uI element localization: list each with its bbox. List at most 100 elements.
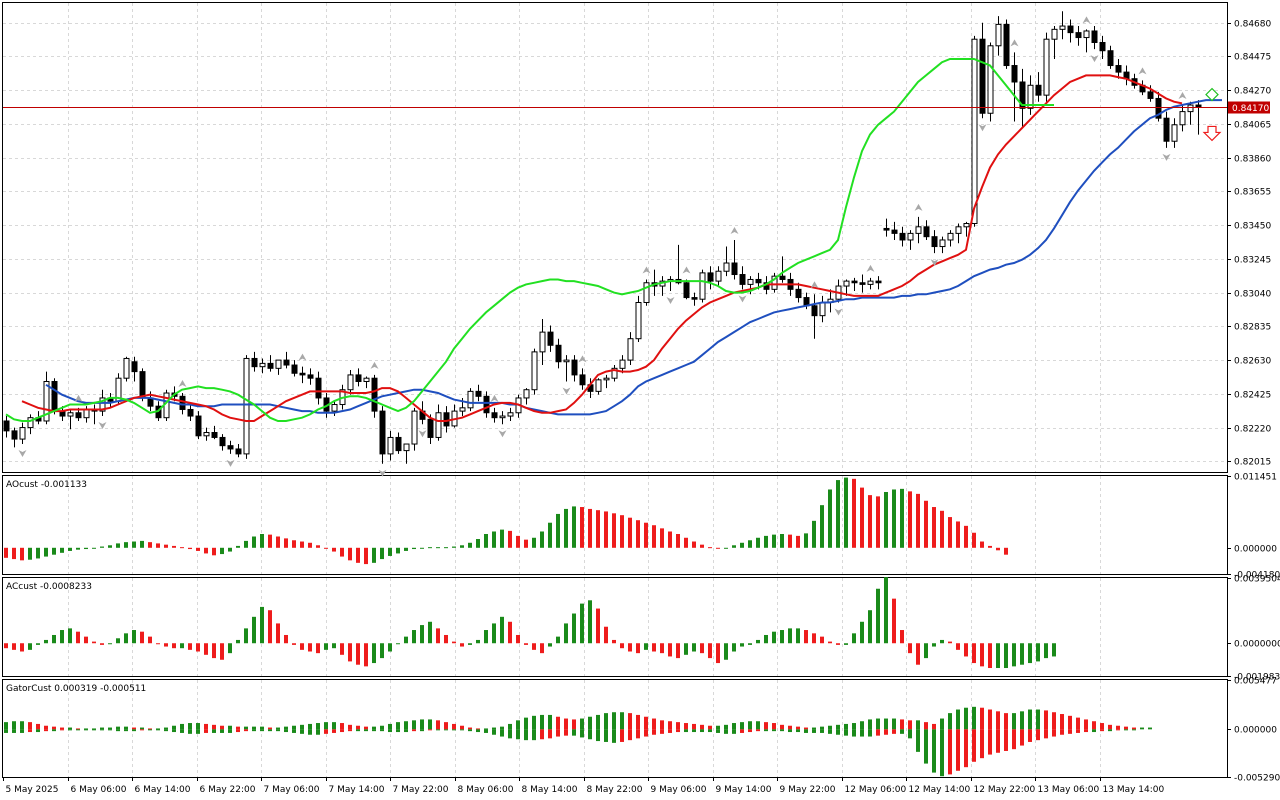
candle-body-bear <box>131 361 138 373</box>
candle-body-bull <box>595 379 602 392</box>
candle <box>843 279 850 296</box>
gator-upper-bar <box>620 712 624 730</box>
histogram-bar <box>644 522 648 548</box>
gator-lower-bar <box>684 729 688 733</box>
candle-body-bull <box>1171 124 1178 142</box>
histogram-bar <box>772 631 776 644</box>
y-tick-label: 0.83040 <box>1234 290 1271 300</box>
histogram-bar <box>92 641 96 644</box>
histogram-bar <box>124 633 128 644</box>
gator-lower-bar <box>708 729 712 733</box>
candle-body-bear <box>683 282 690 299</box>
histogram-bar <box>972 532 976 548</box>
histogram-bar <box>940 510 944 548</box>
histogram-bar <box>908 491 912 548</box>
gator-lower-bar <box>284 729 288 733</box>
gator-upper-bar <box>1116 725 1120 730</box>
gator-upper-bar <box>444 722 448 730</box>
histogram-bar <box>156 543 160 548</box>
gator-lower-bar <box>468 729 472 732</box>
candle <box>1107 45 1114 69</box>
histogram-bar <box>284 634 288 644</box>
gator-upper-bar <box>412 720 416 730</box>
gator-lower-bar <box>852 729 856 737</box>
gator-upper-bar <box>884 718 888 730</box>
gator-upper-bar <box>868 719 872 730</box>
gator-lower-bar <box>140 729 144 731</box>
candle-body-bull <box>995 23 1002 47</box>
gator-upper-bar <box>396 722 400 730</box>
gator-upper-bar <box>796 726 800 730</box>
candle-body-bear <box>875 280 882 284</box>
candle <box>1067 19 1074 43</box>
candle <box>1035 72 1042 102</box>
candle <box>499 411 506 425</box>
gator-upper-bar <box>588 716 592 730</box>
histogram-bar <box>852 633 856 644</box>
candle-body-bear <box>979 38 986 114</box>
candle-body-bear <box>1091 30 1098 43</box>
histogram-bar <box>604 511 608 548</box>
histogram-bar <box>996 643 1000 669</box>
y-tick-label: 0.84270 <box>1234 87 1271 97</box>
candle-body-bear <box>851 280 858 284</box>
gator-bars <box>4 706 1152 777</box>
candle-body-bull <box>947 232 954 241</box>
candle <box>1155 91 1162 122</box>
histogram-bar <box>668 531 672 548</box>
histogram-bar <box>476 539 480 548</box>
x-tick-label: 9 May 22:00 <box>780 785 836 795</box>
candle <box>883 218 890 237</box>
candle-body-bear <box>475 390 482 397</box>
candle-body-bear <box>899 232 906 241</box>
histogram-bar <box>884 577 888 644</box>
candle-body-bull <box>819 302 826 317</box>
y-tick-label: 0.000000 <box>1234 545 1277 555</box>
gator-upper-bar <box>340 723 344 730</box>
gator-lower-bar <box>452 729 456 731</box>
histogram-bar <box>100 546 104 548</box>
histogram-bar <box>340 547 344 557</box>
histogram-bar <box>204 547 208 554</box>
fractal-up-mark <box>1010 39 1019 47</box>
gator-upper-bar <box>556 716 560 730</box>
gator-lower-bar <box>388 729 392 733</box>
histogram-bar <box>468 542 472 548</box>
histogram-bar <box>196 547 200 551</box>
histogram-bar <box>60 547 64 553</box>
histogram-bar <box>796 628 800 644</box>
candle <box>699 269 706 303</box>
histogram-bar <box>380 547 384 560</box>
candle <box>867 277 874 290</box>
gator-upper-bar <box>156 728 160 730</box>
histogram-bar <box>636 520 640 548</box>
candle-body-bear <box>307 374 314 379</box>
candle <box>307 368 314 385</box>
fractal-down-mark <box>418 430 427 438</box>
gator-upper-bar <box>908 720 912 730</box>
gator-upper-bar <box>52 726 56 730</box>
histogram-bar <box>308 643 312 652</box>
candle-body-bear <box>755 278 762 284</box>
gator-upper-bar <box>284 726 288 730</box>
histogram-bar <box>460 643 464 647</box>
histogram-bar <box>404 547 408 551</box>
gator-lower-bar <box>500 729 504 737</box>
gator-upper-bar <box>916 720 920 730</box>
histogram-bar <box>348 643 352 662</box>
histogram-bar <box>596 510 600 548</box>
candle-body-bull <box>723 262 730 272</box>
candle <box>211 425 218 440</box>
gator-upper-bar <box>1108 724 1112 730</box>
histogram-bar <box>516 634 520 644</box>
gator-lower-bar <box>1044 729 1048 739</box>
histogram-bar <box>476 639 480 644</box>
histogram-bar <box>236 639 240 644</box>
gator-lower-bar <box>660 729 664 734</box>
histogram-bar <box>580 507 584 548</box>
y-tick-label: 0.82015 <box>1234 458 1271 468</box>
candle-body-bull <box>939 239 946 248</box>
candle <box>467 388 474 412</box>
gator-lower-bar <box>292 729 296 733</box>
